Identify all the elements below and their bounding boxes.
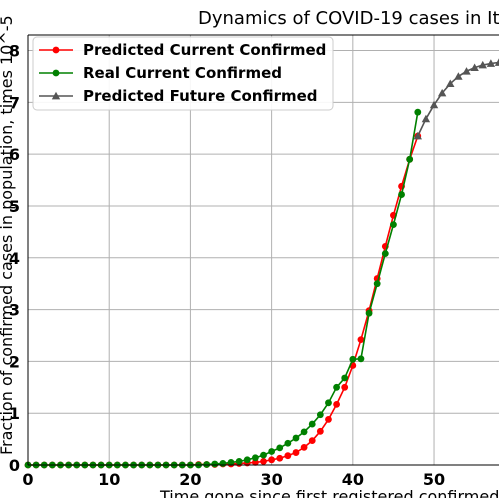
data-point (251, 454, 259, 462)
data-point (357, 336, 365, 344)
x-axis-label: Time gone since first registered confirm… (159, 487, 499, 498)
series-line (28, 112, 419, 466)
chart-title: Dynamics of COVID-19 cases in Italy (198, 8, 499, 29)
data-point (276, 454, 284, 462)
x-tick-label: 10 (98, 470, 120, 489)
data-point (268, 448, 276, 455)
data-point (437, 88, 447, 97)
data-point (284, 439, 292, 447)
data-point (333, 400, 340, 408)
data-point (373, 280, 381, 288)
legend-marker (51, 91, 61, 100)
y-tick-label: 3 (9, 301, 20, 320)
legend-label: Predicted Future Confirmed (83, 87, 318, 105)
x-tick-label: 50 (423, 470, 445, 489)
data-point (219, 460, 227, 467)
data-point (357, 355, 365, 363)
data-point (316, 411, 324, 419)
data-point (365, 309, 373, 317)
legend-box (32, 36, 334, 111)
data-point (325, 416, 332, 423)
data-point (300, 428, 308, 436)
data-point (446, 79, 455, 88)
legend-label: Predicted Current Confirmed (83, 41, 326, 59)
x-tick-label: 40 (342, 470, 364, 489)
series-line (28, 135, 419, 466)
legend: Predicted Current Confirmed Real Current … (32, 36, 334, 111)
data-point (325, 399, 332, 407)
y-tick-label: 6 (9, 145, 20, 164)
data-point (292, 449, 300, 456)
data-point (462, 67, 471, 75)
data-point (268, 456, 276, 464)
x-tick-label: 30 (260, 470, 282, 489)
series-predicted-future-confirmed (413, 58, 499, 140)
series-real-current-confirmed (24, 108, 422, 469)
data-point (300, 443, 308, 451)
data-point (211, 460, 219, 468)
data-point (398, 191, 405, 198)
data-point (486, 59, 496, 67)
series-predicted-current-confirmed (24, 132, 422, 469)
y-axis-label: Fraction of confirmed cases in populatio… (0, 15, 16, 455)
data-point (478, 60, 487, 69)
data-point (341, 383, 349, 391)
data-point (227, 459, 235, 466)
y-tick-label: 0 (9, 456, 20, 475)
y-tick-label: 8 (9, 42, 20, 61)
legend-label: Real Current Confirmed (83, 64, 282, 82)
data-point (421, 114, 431, 123)
data-point (413, 131, 422, 140)
data-point (251, 459, 259, 466)
y-tick-label: 1 (9, 404, 20, 423)
data-point (284, 452, 292, 460)
axes (27, 34, 499, 466)
data-point (454, 72, 463, 80)
y-tick-label: 7 (9, 93, 20, 112)
data-point (235, 457, 243, 465)
data-point (308, 437, 316, 445)
data-point (260, 451, 267, 459)
data-point (203, 461, 211, 468)
data-point (316, 427, 324, 435)
tick-labels: 0 10 20 30 40 50 0 1 2 3 4 5 6 7 8 (9, 42, 445, 489)
data-point (341, 374, 349, 382)
legend-item: Predicted Future Confirmed (39, 87, 318, 105)
data-point (494, 58, 499, 66)
y-tick-label: 4 (9, 249, 20, 268)
data-point (349, 355, 357, 363)
legend-item: Predicted Current Confirmed (39, 41, 326, 59)
data-point (470, 63, 479, 71)
data-point (292, 434, 300, 442)
y-tick-label: 2 (9, 352, 20, 371)
y-tick-label: 5 (9, 197, 20, 216)
data-point (333, 383, 340, 391)
data-point (276, 444, 284, 452)
legend-marker (52, 69, 60, 77)
data-point (308, 420, 316, 428)
x-tick-label: 20 (179, 470, 201, 489)
data-point (260, 457, 267, 465)
data-point (243, 456, 251, 464)
data-point (414, 108, 422, 116)
series-layer (24, 58, 499, 469)
data-point (429, 100, 439, 109)
legend-item: Real Current Confirmed (39, 64, 282, 82)
x-tick-label: 0 (22, 470, 33, 489)
legend-marker (52, 46, 60, 54)
data-point (390, 221, 397, 229)
data-point (381, 250, 389, 258)
data-point (406, 155, 414, 163)
